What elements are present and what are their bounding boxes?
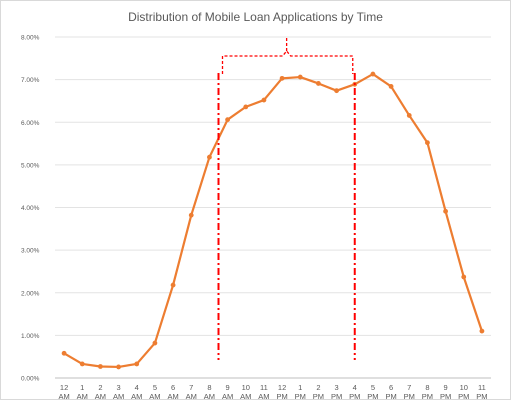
y-tick-label: 2.00% bbox=[21, 290, 40, 297]
x-tick-label: 1 bbox=[80, 383, 84, 392]
data-point bbox=[188, 212, 194, 218]
x-tick-label: 2 bbox=[316, 383, 320, 392]
data-point bbox=[207, 154, 212, 160]
x-tick-label: 4 bbox=[135, 383, 139, 392]
x-tick-label: 3 bbox=[334, 383, 338, 392]
x-tick-label: 3 bbox=[116, 383, 120, 392]
data-point bbox=[425, 140, 430, 146]
x-tick-label: 6 bbox=[389, 383, 393, 392]
bracket-top bbox=[221, 49, 354, 74]
y-tick-label: 3.00% bbox=[21, 248, 40, 255]
x-tick-label: 8 bbox=[207, 383, 211, 392]
x-tick-label: PM bbox=[385, 392, 396, 400]
data-point bbox=[334, 88, 339, 94]
chart-title: Distribution of Mobile Loan Applications… bbox=[128, 10, 383, 24]
series-line bbox=[63, 72, 483, 369]
x-tick-label: AM bbox=[131, 392, 142, 400]
x-tick-label: PM bbox=[331, 392, 342, 400]
x-tick-label: 7 bbox=[189, 383, 193, 392]
data-point bbox=[297, 74, 303, 80]
data-point bbox=[370, 71, 376, 77]
data-point bbox=[98, 364, 103, 369]
x-tick-label: PM bbox=[349, 392, 360, 400]
x-tick-label: 8 bbox=[425, 383, 429, 392]
x-tick-label: AM bbox=[204, 392, 215, 400]
x-tick-label: 10 bbox=[242, 383, 250, 392]
x-tick-label: PM bbox=[295, 392, 306, 400]
x-tick-label: 2 bbox=[98, 383, 102, 392]
data-point bbox=[152, 340, 158, 346]
x-tick-label: AM bbox=[77, 392, 88, 400]
x-tick-label: PM bbox=[313, 392, 324, 400]
x-tick-label: 9 bbox=[225, 383, 229, 392]
y-tick-label: 5.00% bbox=[21, 162, 40, 169]
x-tick-label: 1 bbox=[298, 383, 302, 392]
x-tick-label: AM bbox=[167, 392, 178, 400]
x-tick-label: PM bbox=[476, 392, 487, 400]
x-tick-label: 10 bbox=[460, 383, 468, 392]
y-tick-label: 7.00% bbox=[21, 77, 40, 84]
data-point bbox=[479, 328, 485, 334]
x-tick-label: AM bbox=[113, 392, 124, 400]
x-tick-label: 7 bbox=[407, 383, 411, 392]
y-tick-label: 6.00% bbox=[21, 120, 40, 127]
data-point bbox=[116, 364, 121, 370]
x-tick-label: PM bbox=[276, 392, 287, 400]
x-tick-label: 5 bbox=[153, 383, 157, 392]
x-tick-label: 12 bbox=[278, 383, 286, 392]
x-tick-label: 4 bbox=[353, 383, 357, 392]
x-tick-label: AM bbox=[240, 392, 251, 400]
data-point bbox=[225, 117, 230, 123]
data-point bbox=[134, 361, 140, 367]
data-point bbox=[279, 75, 285, 81]
data-point bbox=[243, 104, 249, 110]
x-tick-label: 6 bbox=[171, 383, 175, 392]
data-point bbox=[61, 350, 67, 356]
data-point bbox=[388, 84, 394, 89]
y-tick-label: 0.00% bbox=[21, 376, 40, 383]
x-tick-label: AM bbox=[258, 392, 269, 400]
x-tick-label: PM bbox=[404, 392, 415, 400]
y-tick-label: 8.00% bbox=[21, 35, 40, 42]
x-tick-label: 5 bbox=[371, 383, 375, 392]
x-tick-label: AM bbox=[222, 392, 233, 400]
data-point bbox=[170, 282, 176, 288]
x-tick-label: AM bbox=[95, 392, 106, 400]
y-tick-label: 1.00% bbox=[21, 333, 40, 340]
x-tick-label: 12 bbox=[60, 383, 68, 392]
x-tick-label: AM bbox=[186, 392, 197, 400]
data-point bbox=[406, 113, 412, 118]
data-point bbox=[79, 361, 85, 367]
y-tick-label: 4.00% bbox=[21, 205, 40, 212]
data-point bbox=[316, 81, 321, 86]
x-tick-label: 11 bbox=[478, 383, 486, 392]
data-point bbox=[261, 97, 267, 103]
x-tick-label: PM bbox=[440, 392, 451, 400]
x-tick-label: 11 bbox=[260, 383, 268, 392]
x-tick-label: 9 bbox=[443, 383, 447, 392]
x-tick-label: PM bbox=[367, 392, 378, 400]
data-point bbox=[461, 274, 467, 280]
x-tick-label: PM bbox=[422, 392, 433, 400]
x-tick-label: PM bbox=[458, 392, 469, 400]
x-tick-label: AM bbox=[149, 392, 160, 400]
data-point bbox=[443, 208, 448, 214]
x-tick-label: AM bbox=[58, 392, 69, 400]
